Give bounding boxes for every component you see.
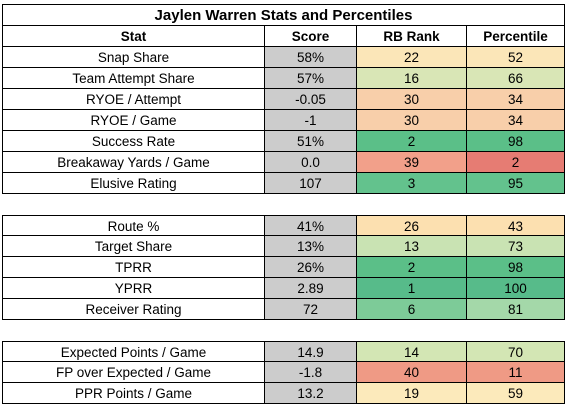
table-row: Snap Share 58% 22 52 (2, 47, 565, 68)
rank-cell: 40 (357, 362, 467, 383)
stat-cell: PPR Points / Game (2, 383, 265, 404)
rank-cell: 19 (357, 383, 467, 404)
rank-cell: 16 (357, 68, 467, 89)
percentile-cell: 59 (467, 383, 565, 404)
percentile-cell: 66 (467, 68, 565, 89)
table-row: Success Rate 51% 2 98 (2, 131, 565, 152)
table-row: RYOE / Attempt -0.05 30 34 (2, 89, 565, 110)
rank-cell: 26 (357, 215, 467, 236)
stat-cell: Team Attempt Share (2, 68, 265, 89)
score-cell: 26% (265, 257, 357, 278)
percentile-cell: 95 (467, 173, 565, 194)
percentile-cell: 2 (467, 152, 565, 173)
stat-cell: RYOE / Game (2, 110, 265, 131)
stat-cell: Breakaway Yards / Game (2, 152, 265, 173)
header-percentile: Percentile (467, 26, 565, 47)
rank-cell: 13 (357, 236, 467, 257)
rank-cell: 2 (357, 257, 467, 278)
stat-cell: Target Share (2, 236, 265, 257)
stat-cell: TPRR (2, 257, 265, 278)
stat-cell: Receiver Rating (2, 299, 265, 320)
table-row: RYOE / Game -1 30 34 (2, 110, 565, 131)
stat-cell: FP over Expected / Game (2, 362, 265, 383)
score-cell: 13.2 (265, 383, 357, 404)
stat-cell: RYOE / Attempt (2, 89, 265, 110)
score-cell: 41% (265, 215, 357, 236)
score-cell: 0.0 (265, 152, 357, 173)
score-cell: -0.05 (265, 89, 357, 110)
score-cell: 58% (265, 47, 357, 68)
score-cell: 2.89 (265, 278, 357, 299)
stat-cell: Snap Share (2, 47, 265, 68)
score-cell: 51% (265, 131, 357, 152)
percentile-cell: 34 (467, 110, 565, 131)
percentile-cell: 70 (467, 341, 565, 362)
score-cell: 107 (265, 173, 357, 194)
percentile-cell: 52 (467, 47, 565, 68)
table-row: Elusive Rating 107 3 95 (2, 173, 565, 194)
table-title: Jaylen Warren Stats and Percentiles (2, 4, 565, 26)
header-stat: Stat (2, 26, 265, 47)
score-cell: 13% (265, 236, 357, 257)
table-row: Expected Points / Game 14.9 14 70 (2, 341, 565, 362)
rank-cell: 14 (357, 341, 467, 362)
percentile-cell: 43 (467, 215, 565, 236)
rank-cell: 22 (357, 47, 467, 68)
rank-cell: 39 (357, 152, 467, 173)
table-row: FP over Expected / Game -1.8 40 11 (2, 362, 565, 383)
percentile-cell: 34 (467, 89, 565, 110)
score-cell: 57% (265, 68, 357, 89)
table-row: PPR Points / Game 13.2 19 59 (2, 383, 565, 404)
table-row: Target Share 13% 13 73 (2, 236, 565, 257)
header-rank: RB Rank (357, 26, 467, 47)
header-score: Score (265, 26, 357, 47)
header-row: Stat Score RB Rank Percentile (2, 26, 565, 47)
percentile-cell: 100 (467, 278, 565, 299)
rank-cell: 30 (357, 89, 467, 110)
stat-cell: Success Rate (2, 131, 265, 152)
percentile-cell: 73 (467, 236, 565, 257)
rank-cell: 6 (357, 299, 467, 320)
percentile-cell: 11 (467, 362, 565, 383)
score-cell: 14.9 (265, 341, 357, 362)
table-row: Breakaway Yards / Game 0.0 39 2 (2, 152, 565, 173)
score-cell: -1.8 (265, 362, 357, 383)
stat-cell: Elusive Rating (2, 173, 265, 194)
percentile-cell: 98 (467, 131, 565, 152)
stat-cell: Expected Points / Game (2, 341, 265, 362)
stat-cell: Route % (2, 215, 265, 236)
table-row: Route % 41% 26 43 (2, 215, 565, 236)
rank-cell: 30 (357, 110, 467, 131)
table-row: TPRR 26% 2 98 (2, 257, 565, 278)
rank-cell: 2 (357, 131, 467, 152)
table-row: YPRR 2.89 1 100 (2, 278, 565, 299)
stat-cell: YPRR (2, 278, 265, 299)
rank-cell: 3 (357, 173, 467, 194)
percentile-cell: 81 (467, 299, 565, 320)
table-row: Team Attempt Share 57% 16 66 (2, 68, 565, 89)
rank-cell: 1 (357, 278, 467, 299)
table-row: Receiver Rating 72 6 81 (2, 299, 565, 320)
score-cell: 72 (265, 299, 357, 320)
percentile-cell: 98 (467, 257, 565, 278)
score-cell: -1 (265, 110, 357, 131)
